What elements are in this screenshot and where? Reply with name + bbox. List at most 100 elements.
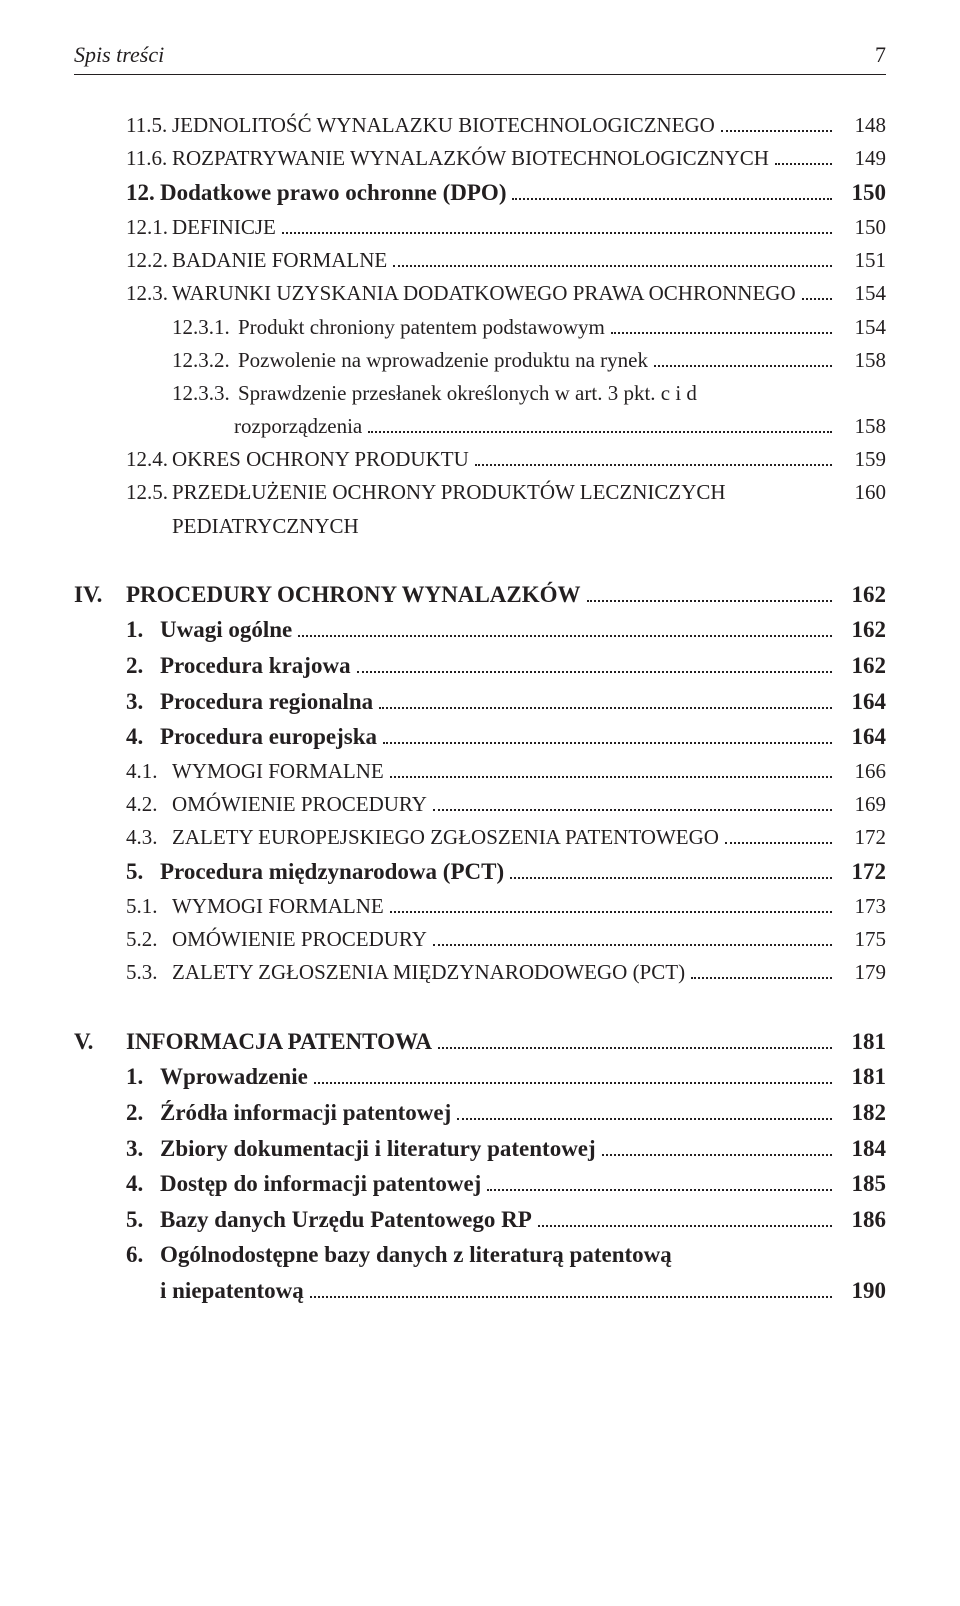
toc-page: 158 bbox=[838, 410, 886, 443]
toc-number: 11.5. bbox=[126, 109, 172, 142]
toc-page: 169 bbox=[838, 788, 886, 821]
toc-line: 4.2.OMÓWIENIE PROCEDURY169 bbox=[74, 788, 886, 821]
toc-leader-dots bbox=[379, 695, 832, 709]
header-left: Spis treści bbox=[74, 42, 164, 68]
toc-text: Procedura regionalna bbox=[160, 684, 373, 720]
toc-page: 148 bbox=[838, 109, 886, 142]
toc-line: 11.5.JEDNOLITOŚĆ WYNALAZKU BIOTECHNOLOGI… bbox=[74, 109, 886, 142]
toc-leader-dots bbox=[538, 1213, 832, 1227]
toc-leader-dots bbox=[282, 221, 832, 234]
toc-text: Ogólnodostępne bazy danych z literaturą … bbox=[160, 1237, 672, 1273]
toc-line: 4.Procedura europejska164 bbox=[74, 719, 886, 755]
toc-number: 12.1. bbox=[126, 211, 172, 244]
toc-leader-dots bbox=[475, 454, 832, 467]
toc-text: Sprawdzenie przesłanek określonych w art… bbox=[238, 377, 697, 410]
toc-number: 2. bbox=[126, 1095, 160, 1131]
toc-line: 5.Bazy danych Urzędu Patentowego RP186 bbox=[74, 1202, 886, 1238]
toc-leader-dots bbox=[678, 1249, 880, 1263]
toc-page: 179 bbox=[838, 956, 886, 989]
toc-page: 184 bbox=[838, 1131, 886, 1167]
toc-text: Dostęp do informacji patentowej bbox=[160, 1166, 481, 1202]
toc-number: 12.3.2. bbox=[172, 344, 238, 377]
toc-page: 158 bbox=[838, 344, 886, 377]
toc-number: 5.2. bbox=[126, 923, 172, 956]
toc-line: 5.2.OMÓWIENIE PROCEDURY175 bbox=[74, 923, 886, 956]
toc-page: 185 bbox=[838, 1166, 886, 1202]
toc-page: 172 bbox=[838, 821, 886, 854]
toc-text: JEDNOLITOŚĆ WYNALAZKU BIOTECHNOLOGICZNEG… bbox=[172, 109, 715, 142]
toc-number: 12. bbox=[126, 175, 160, 211]
toc-line: 3.Procedura regionalna164 bbox=[74, 684, 886, 720]
toc-leader-dots bbox=[725, 832, 832, 845]
toc-leader-dots bbox=[433, 934, 832, 947]
toc-page: 164 bbox=[838, 719, 886, 755]
toc-text: INFORMACJA PATENTOWA bbox=[126, 1024, 432, 1060]
toc-leader-dots bbox=[703, 387, 880, 400]
toc-text: WYMOGI FORMALNE bbox=[172, 755, 384, 788]
toc-number: 5.1. bbox=[126, 890, 172, 923]
toc-block: IV.PROCEDURY OCHRONY WYNALAZKÓW1621.Uwag… bbox=[74, 577, 886, 990]
toc-line: IV.PROCEDURY OCHRONY WYNALAZKÓW162 bbox=[74, 577, 886, 613]
toc-leader-dots bbox=[314, 1070, 832, 1084]
toc-number: 12.3.1. bbox=[172, 311, 238, 344]
toc-line: 12.Dodatkowe prawo ochronne (DPO)150 bbox=[74, 175, 886, 211]
toc-page: 162 bbox=[838, 577, 886, 613]
header-page-number: 7 bbox=[875, 42, 886, 68]
toc-text: WYMOGI FORMALNE bbox=[172, 890, 384, 923]
toc-page: 162 bbox=[838, 612, 886, 648]
toc-leader-dots bbox=[298, 624, 832, 638]
toc-line: 12.3.WARUNKI UZYSKANIA DODATKOWEGO PRAWA… bbox=[74, 277, 886, 310]
toc-number: V. bbox=[74, 1024, 126, 1060]
toc-page: 150 bbox=[838, 211, 886, 244]
toc-line: 1.Wprowadzenie181 bbox=[74, 1059, 886, 1095]
toc-leader-dots bbox=[587, 588, 832, 602]
toc-leader-dots bbox=[654, 354, 832, 367]
toc-line: 12.3.2.Pozwolenie na wprowadzenie produk… bbox=[74, 344, 886, 377]
toc-number: 2. bbox=[126, 648, 160, 684]
toc-line: rozporządzenia158 bbox=[74, 410, 886, 443]
toc-leader-dots bbox=[383, 730, 832, 744]
toc-text: i niepatentową bbox=[160, 1273, 304, 1309]
toc-number: 12.5. bbox=[126, 476, 172, 509]
toc-number: 12.3. bbox=[126, 277, 172, 310]
toc-text: Produkt chroniony patentem podstawowym bbox=[238, 311, 605, 344]
toc-text: Dodatkowe prawo ochronne (DPO) bbox=[160, 175, 506, 211]
toc-leader-dots bbox=[820, 487, 832, 500]
toc-leader-dots bbox=[368, 420, 832, 433]
toc-text: Zbiory dokumentacji i literatury patento… bbox=[160, 1131, 596, 1167]
toc-line: 4.3.ZALETY EUROPEJSKIEGO ZGŁOSZENIA PATE… bbox=[74, 821, 886, 854]
toc-page: 159 bbox=[838, 443, 886, 476]
toc-leader-dots bbox=[393, 255, 832, 268]
toc-number: 12.3.3. bbox=[172, 377, 238, 410]
table-of-contents: 11.5.JEDNOLITOŚĆ WYNALAZKU BIOTECHNOLOGI… bbox=[74, 109, 886, 1309]
toc-line: 1.Uwagi ogólne162 bbox=[74, 612, 886, 648]
toc-page: 166 bbox=[838, 755, 886, 788]
toc-line: 5.3.ZALETY ZGŁOSZENIA MIĘDZYNARODOWEGO (… bbox=[74, 956, 886, 989]
toc-text: PRZEDŁUŻENIE OCHRONY PRODUKTÓW LECZNICZY… bbox=[172, 476, 814, 542]
toc-line: 12.3.1.Produkt chroniony patentem podsta… bbox=[74, 311, 886, 344]
toc-text: WARUNKI UZYSKANIA DODATKOWEGO PRAWA OCHR… bbox=[172, 277, 796, 310]
toc-leader-dots bbox=[691, 967, 832, 980]
toc-line: 5.1.WYMOGI FORMALNE173 bbox=[74, 890, 886, 923]
toc-number: 4. bbox=[126, 1166, 160, 1202]
toc-leader-dots bbox=[438, 1035, 832, 1049]
toc-number: 12.4. bbox=[126, 443, 172, 476]
toc-text: DEFINICJE bbox=[172, 211, 276, 244]
toc-text: OMÓWIENIE PROCEDURY bbox=[172, 923, 427, 956]
toc-text: ZALETY EUROPEJSKIEGO ZGŁOSZENIA PATENTOW… bbox=[172, 821, 719, 854]
toc-text: Uwagi ogólne bbox=[160, 612, 292, 648]
toc-number: 4.3. bbox=[126, 821, 172, 854]
toc-leader-dots bbox=[602, 1142, 832, 1156]
toc-number: 5.3. bbox=[126, 956, 172, 989]
toc-number: IV. bbox=[74, 577, 126, 613]
toc-line: 11.6.ROZPATRYWANIE WYNALAZKÓW BIOTECHNOL… bbox=[74, 142, 886, 175]
toc-line: 12.3.3.Sprawdzenie przesłanek określonyc… bbox=[74, 377, 886, 410]
toc-leader-dots bbox=[802, 288, 832, 301]
toc-number: 5. bbox=[126, 1202, 160, 1238]
toc-leader-dots bbox=[310, 1284, 832, 1298]
toc-text: Procedura międzynarodowa (PCT) bbox=[160, 854, 504, 890]
toc-number: 12.2. bbox=[126, 244, 172, 277]
toc-line: 3.Zbiory dokumentacji i literatury paten… bbox=[74, 1131, 886, 1167]
toc-line: 5.Procedura międzynarodowa (PCT)172 bbox=[74, 854, 886, 890]
toc-line: i niepatentową190 bbox=[74, 1273, 886, 1309]
